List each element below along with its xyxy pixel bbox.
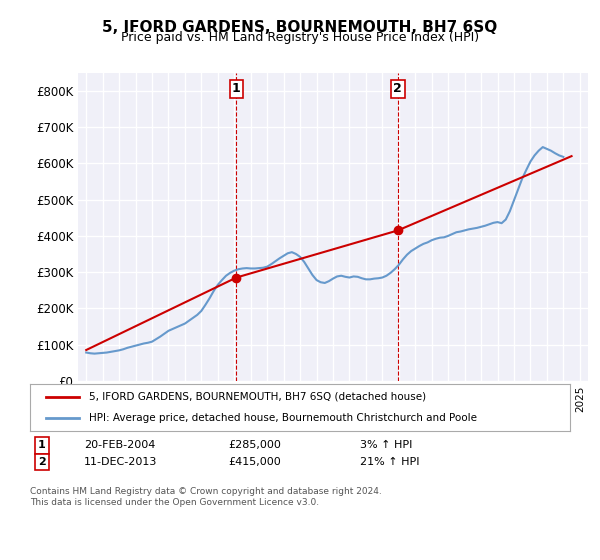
Text: 2: 2 (394, 82, 402, 95)
Text: 5, IFORD GARDENS, BOURNEMOUTH, BH7 6SQ: 5, IFORD GARDENS, BOURNEMOUTH, BH7 6SQ (103, 20, 497, 35)
Text: 11-DEC-2013: 11-DEC-2013 (84, 457, 157, 467)
Text: 1: 1 (38, 440, 46, 450)
Text: 2: 2 (38, 457, 46, 467)
Text: 21% ↑ HPI: 21% ↑ HPI (360, 457, 419, 467)
Text: £415,000: £415,000 (228, 457, 281, 467)
Text: HPI: Average price, detached house, Bournemouth Christchurch and Poole: HPI: Average price, detached house, Bour… (89, 413, 478, 423)
Text: £285,000: £285,000 (228, 440, 281, 450)
Text: 1: 1 (232, 82, 241, 95)
Text: Price paid vs. HM Land Registry's House Price Index (HPI): Price paid vs. HM Land Registry's House … (121, 31, 479, 44)
Text: 20-FEB-2004: 20-FEB-2004 (84, 440, 155, 450)
Text: 3% ↑ HPI: 3% ↑ HPI (360, 440, 412, 450)
Text: Contains HM Land Registry data © Crown copyright and database right 2024.
This d: Contains HM Land Registry data © Crown c… (30, 487, 382, 507)
Text: 5, IFORD GARDENS, BOURNEMOUTH, BH7 6SQ (detached house): 5, IFORD GARDENS, BOURNEMOUTH, BH7 6SQ (… (89, 392, 427, 402)
